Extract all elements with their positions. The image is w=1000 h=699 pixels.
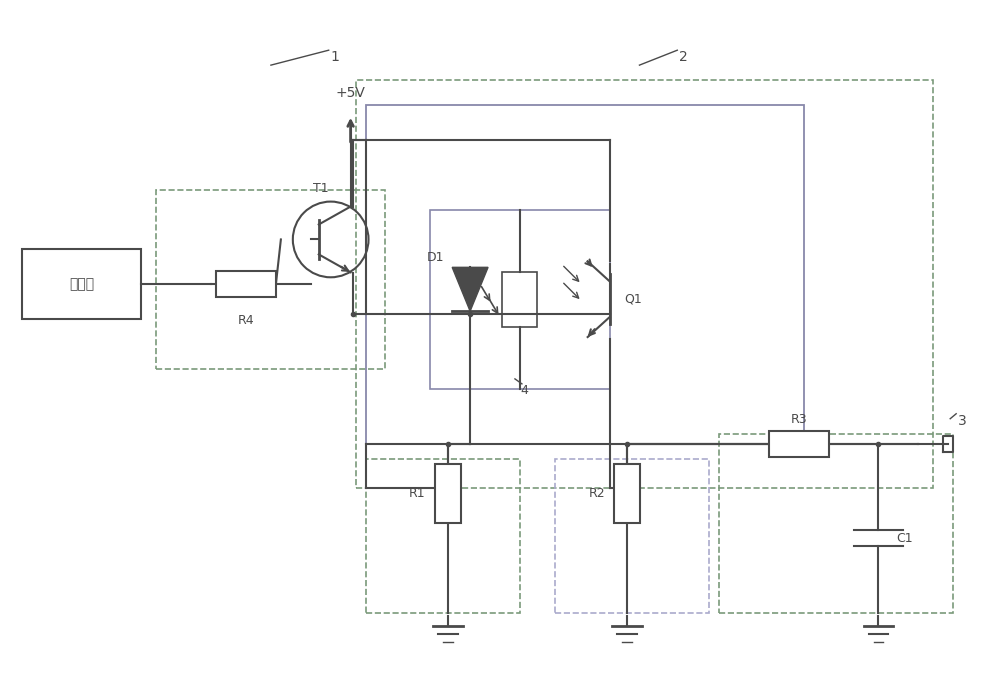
Text: 3: 3 bbox=[958, 414, 967, 428]
Bar bbox=[216, 271, 276, 297]
Text: 4: 4 bbox=[520, 384, 528, 397]
Text: R1: R1 bbox=[409, 487, 426, 500]
Text: Q1: Q1 bbox=[625, 293, 642, 305]
Text: D1: D1 bbox=[427, 252, 444, 264]
Text: R3: R3 bbox=[790, 412, 807, 426]
Text: 控制器: 控制器 bbox=[69, 278, 94, 291]
Text: 2: 2 bbox=[679, 50, 688, 64]
Polygon shape bbox=[452, 267, 488, 311]
Text: R2: R2 bbox=[588, 487, 605, 500]
Text: 1: 1 bbox=[331, 50, 340, 64]
Bar bbox=[435, 463, 461, 524]
Bar bbox=[614, 463, 640, 524]
Text: +5V: +5V bbox=[336, 86, 366, 100]
Bar bbox=[769, 431, 829, 456]
Text: R4: R4 bbox=[238, 314, 254, 327]
Text: T1: T1 bbox=[313, 182, 329, 194]
Text: C1: C1 bbox=[896, 532, 913, 545]
